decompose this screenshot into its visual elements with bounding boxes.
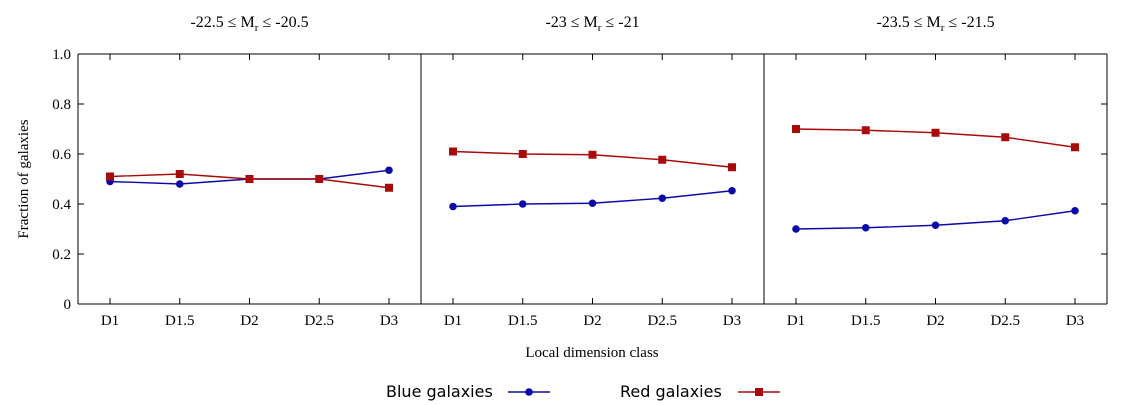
y-axis-label: Fraction of galaxies bbox=[16, 119, 32, 238]
y-tick-label: 0.2 bbox=[52, 247, 71, 263]
x-axis-label: Local dimension class bbox=[525, 345, 658, 361]
data-point-red bbox=[175, 170, 184, 178]
panel-title: -22.5 ≤ Mr ≤ -20.5 bbox=[190, 14, 308, 34]
data-point-red bbox=[1071, 143, 1079, 152]
x-tick-label: D3 bbox=[1066, 313, 1084, 329]
x-tick-label: D3 bbox=[380, 313, 398, 329]
data-point-red bbox=[658, 155, 667, 164]
data-point-blue bbox=[861, 223, 870, 232]
y-tick-label: 0.8 bbox=[52, 97, 71, 113]
data-point-red bbox=[449, 147, 457, 156]
data-point-blue bbox=[1001, 216, 1010, 225]
x-tick-label: D2 bbox=[926, 313, 944, 329]
data-point-blue bbox=[175, 180, 184, 188]
x-tick-label: D2.5 bbox=[990, 313, 1020, 329]
x-tick-label: D2 bbox=[583, 313, 601, 329]
data-point-blue bbox=[449, 202, 457, 211]
data-point-red bbox=[1001, 133, 1010, 142]
panel-title-main: -22.5 ≤ M bbox=[190, 14, 254, 31]
x-tick-label: D2.5 bbox=[304, 313, 334, 329]
data-point-blue bbox=[1071, 206, 1079, 215]
data-point-blue bbox=[792, 225, 800, 233]
panel-title-main: -23.5 ≤ M bbox=[876, 14, 940, 31]
x-tick-label: D1.5 bbox=[165, 313, 195, 329]
panel-title-tail: ≤ -21.5 bbox=[944, 14, 994, 31]
y-tick-label: 1.0 bbox=[52, 47, 71, 63]
legend-marker-blue bbox=[525, 388, 533, 396]
legend-marker-red bbox=[755, 388, 763, 396]
data-point-red bbox=[106, 172, 114, 181]
x-tick-label: D1 bbox=[444, 313, 462, 329]
x-tick-label: D1.5 bbox=[851, 313, 881, 329]
data-point-red bbox=[588, 150, 597, 159]
x-tick-label: D1 bbox=[787, 313, 805, 329]
panel-title: -23.5 ≤ Mr ≤ -21.5 bbox=[876, 14, 994, 34]
panel-title-subscript: r bbox=[941, 22, 945, 34]
x-tick-label: D1 bbox=[101, 313, 119, 329]
data-point-blue bbox=[385, 166, 393, 175]
data-point-blue bbox=[658, 194, 667, 203]
data-point-blue bbox=[588, 199, 597, 208]
y-tick-label: 0 bbox=[64, 297, 72, 313]
panel-title-main: -23 ≤ M bbox=[545, 14, 597, 31]
data-point-blue bbox=[518, 200, 527, 208]
panel-title-subscript: r bbox=[598, 22, 602, 34]
data-point-red bbox=[792, 125, 800, 133]
x-tick-label: D1.5 bbox=[508, 313, 538, 329]
data-point-red bbox=[315, 175, 324, 183]
panel-title-tail: ≤ -21 bbox=[601, 14, 639, 31]
x-tick-label: D2.5 bbox=[647, 313, 677, 329]
data-point-red bbox=[245, 175, 254, 183]
data-point-red bbox=[931, 128, 940, 137]
data-point-red bbox=[385, 183, 393, 192]
data-point-red bbox=[728, 163, 736, 172]
data-point-red bbox=[518, 150, 527, 158]
data-point-blue bbox=[728, 186, 736, 195]
panel-title: -23 ≤ Mr ≤ -21 bbox=[545, 14, 639, 34]
x-tick-label: D3 bbox=[723, 313, 741, 329]
data-point-blue bbox=[931, 221, 940, 230]
legend-label-blue: Blue galaxies bbox=[386, 382, 493, 401]
y-tick-label: 0.6 bbox=[52, 147, 71, 163]
y-tick-label: 0.4 bbox=[52, 197, 71, 213]
x-tick-label: D2 bbox=[240, 313, 258, 329]
panel-title-tail: ≤ -20.5 bbox=[258, 14, 308, 31]
data-point-red bbox=[861, 126, 870, 135]
panel-title-subscript: r bbox=[255, 22, 259, 34]
legend-label-red: Red galaxies bbox=[620, 382, 722, 401]
